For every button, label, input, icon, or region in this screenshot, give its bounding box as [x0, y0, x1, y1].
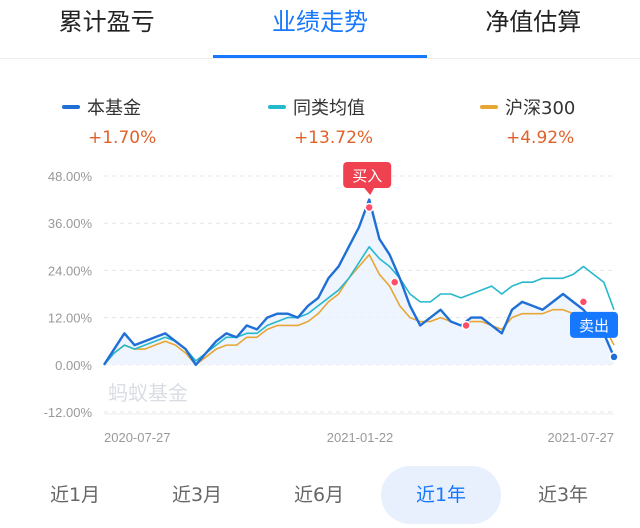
- range-1m[interactable]: 近1月: [49, 484, 101, 506]
- legend-fund-swatch: [62, 105, 80, 109]
- buy-point: [364, 202, 374, 213]
- watermark: 蚂蚁基金: [108, 381, 188, 405]
- range-selector: 近1月 近3月 近6月 近1年 近3年: [0, 462, 640, 528]
- x-tick-label: 2021-07-27: [548, 430, 615, 445]
- buy-marker-label: 买入: [352, 167, 382, 185]
- series-line-2: [103, 253, 615, 366]
- tab-divider: [0, 58, 640, 59]
- buy-point: [389, 277, 400, 287]
- legend-fund: 本基金 +1.70%: [62, 94, 262, 148]
- legend-hs300-swatch: [480, 105, 498, 109]
- sell-marker-bg: [570, 311, 618, 338]
- range-6m[interactable]: 近6月: [293, 484, 345, 506]
- buy-marker-bg: [343, 162, 392, 188]
- buy-marker-pointer: [364, 188, 375, 195]
- range-3y[interactable]: 近3年: [537, 484, 589, 506]
- tab-performance-trend[interactable]: 业绩走势: [213, 0, 427, 58]
- sell-marker-label: 卖出: [579, 317, 609, 335]
- y-tick-label: 0.00%: [55, 358, 92, 373]
- legend-fund-name: 本基金: [87, 98, 141, 119]
- y-tick-label: 48.00%: [48, 169, 93, 184]
- tab-performance-trend-label: 业绩走势: [271, 8, 368, 36]
- legend-peer-name: 同类均值: [293, 98, 365, 119]
- x-tick-label: 2020-07-27: [104, 430, 171, 445]
- sell-point: [578, 297, 589, 307]
- tab-nav-estimate[interactable]: 净值估算: [485, 8, 582, 36]
- latest-point: [609, 352, 619, 362]
- legend-hs300-value: +4.92%: [506, 128, 575, 148]
- x-tick-label: 2021-01-22: [327, 430, 394, 445]
- legend-fund-value: +1.70%: [88, 128, 157, 148]
- sell-point: [461, 320, 471, 331]
- active-tab-indicator: [213, 55, 427, 58]
- tab-cumulative-profit[interactable]: 累计盈亏: [58, 8, 155, 36]
- legend-peer-average: 同类均值 +13.72%: [268, 94, 468, 148]
- legend-peer-swatch: [268, 105, 286, 109]
- y-tick-label: 24.00%: [48, 263, 93, 278]
- legend-peer-value: +13.72%: [294, 128, 374, 148]
- range-1y[interactable]: 近1年: [381, 466, 501, 524]
- series-line-0: [102, 198, 616, 366]
- performance-chart[interactable]: 48.00% 36.00% 24.00% 12.00% 0.00% -12.00% 2020…: [0, 150, 640, 450]
- tab-bar: 累计盈亏 业绩走势 净值估算: [0, 0, 640, 58]
- y-tick-label: 12.00%: [48, 311, 93, 326]
- y-tick-label: -12.00%: [44, 405, 93, 420]
- y-tick-label: 36.00%: [48, 216, 93, 231]
- legend-hs300-name: 沪深300: [505, 98, 576, 119]
- legend-hs300: 沪深300 +4.92%: [480, 94, 640, 148]
- range-3m[interactable]: 近3月: [171, 484, 223, 506]
